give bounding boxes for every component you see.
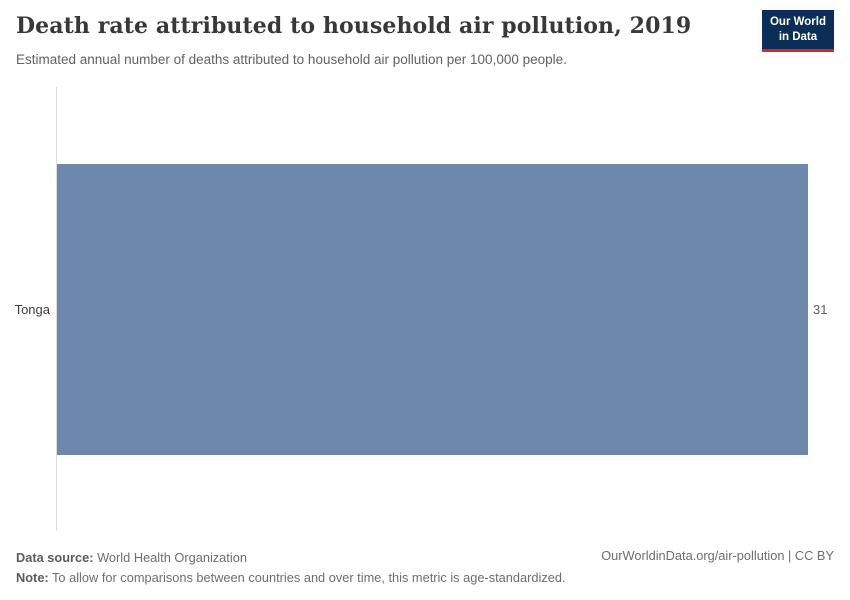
y-axis-line [56,87,57,531]
data-source-label: Data source: [16,550,94,565]
owid-logo-line1: Our World [769,16,826,28]
chart-title: Death rate attributed to household air p… [16,13,692,39]
attribution-link[interactable]: OurWorldinData.org/air-pollution | CC BY [601,548,834,563]
data-source-line: Data source: World Health Organization [16,548,566,568]
value-label: 31 [813,302,828,317]
note-line: Note: To allow for comparisons between c… [16,568,566,588]
chart-subtitle: Estimated annual number of deaths attrib… [16,52,567,67]
entity-label-column: Tonga [14,164,56,455]
bar-row: Tonga 31 [14,164,834,455]
data-source-value: World Health Organization [93,550,247,565]
owid-logo[interactable]: Our World in Data [761,10,834,52]
bar[interactable] [57,164,808,455]
footer-left: Data source: World Health Organization N… [16,548,566,588]
entity-label: Tonga [14,302,50,317]
owid-logo-line2: in Data [778,30,818,43]
chart-area: Tonga 31 [14,87,834,531]
note-value: To allow for comparisons between countri… [48,569,566,585]
plot-area: 31 [57,164,834,455]
chart-footer: Data source: World Health Organization N… [16,548,834,588]
note-label: Note: [16,569,49,585]
